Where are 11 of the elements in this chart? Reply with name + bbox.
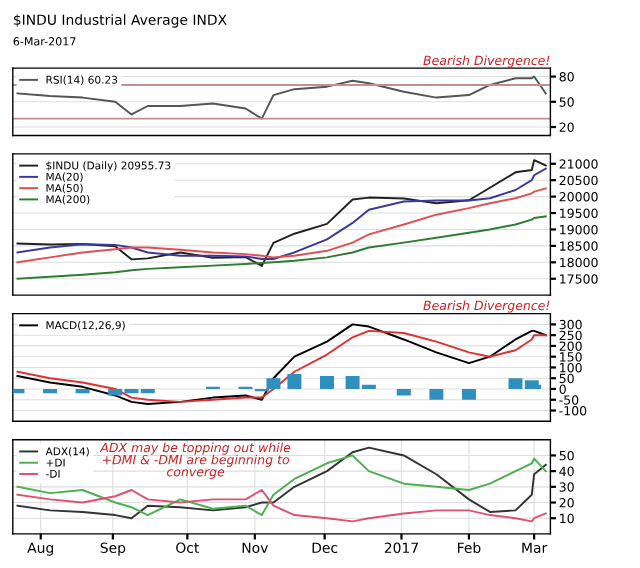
bar	[43, 388, 58, 394]
line-series	[16, 187, 547, 264]
line-series	[16, 489, 547, 523]
bar	[287, 373, 302, 389]
bar	[396, 388, 411, 396]
bar	[461, 388, 476, 400]
bar	[320, 376, 334, 389]
bar	[429, 388, 444, 400]
line-series	[16, 215, 547, 280]
line-series	[16, 75, 547, 120]
bar	[75, 388, 90, 394]
